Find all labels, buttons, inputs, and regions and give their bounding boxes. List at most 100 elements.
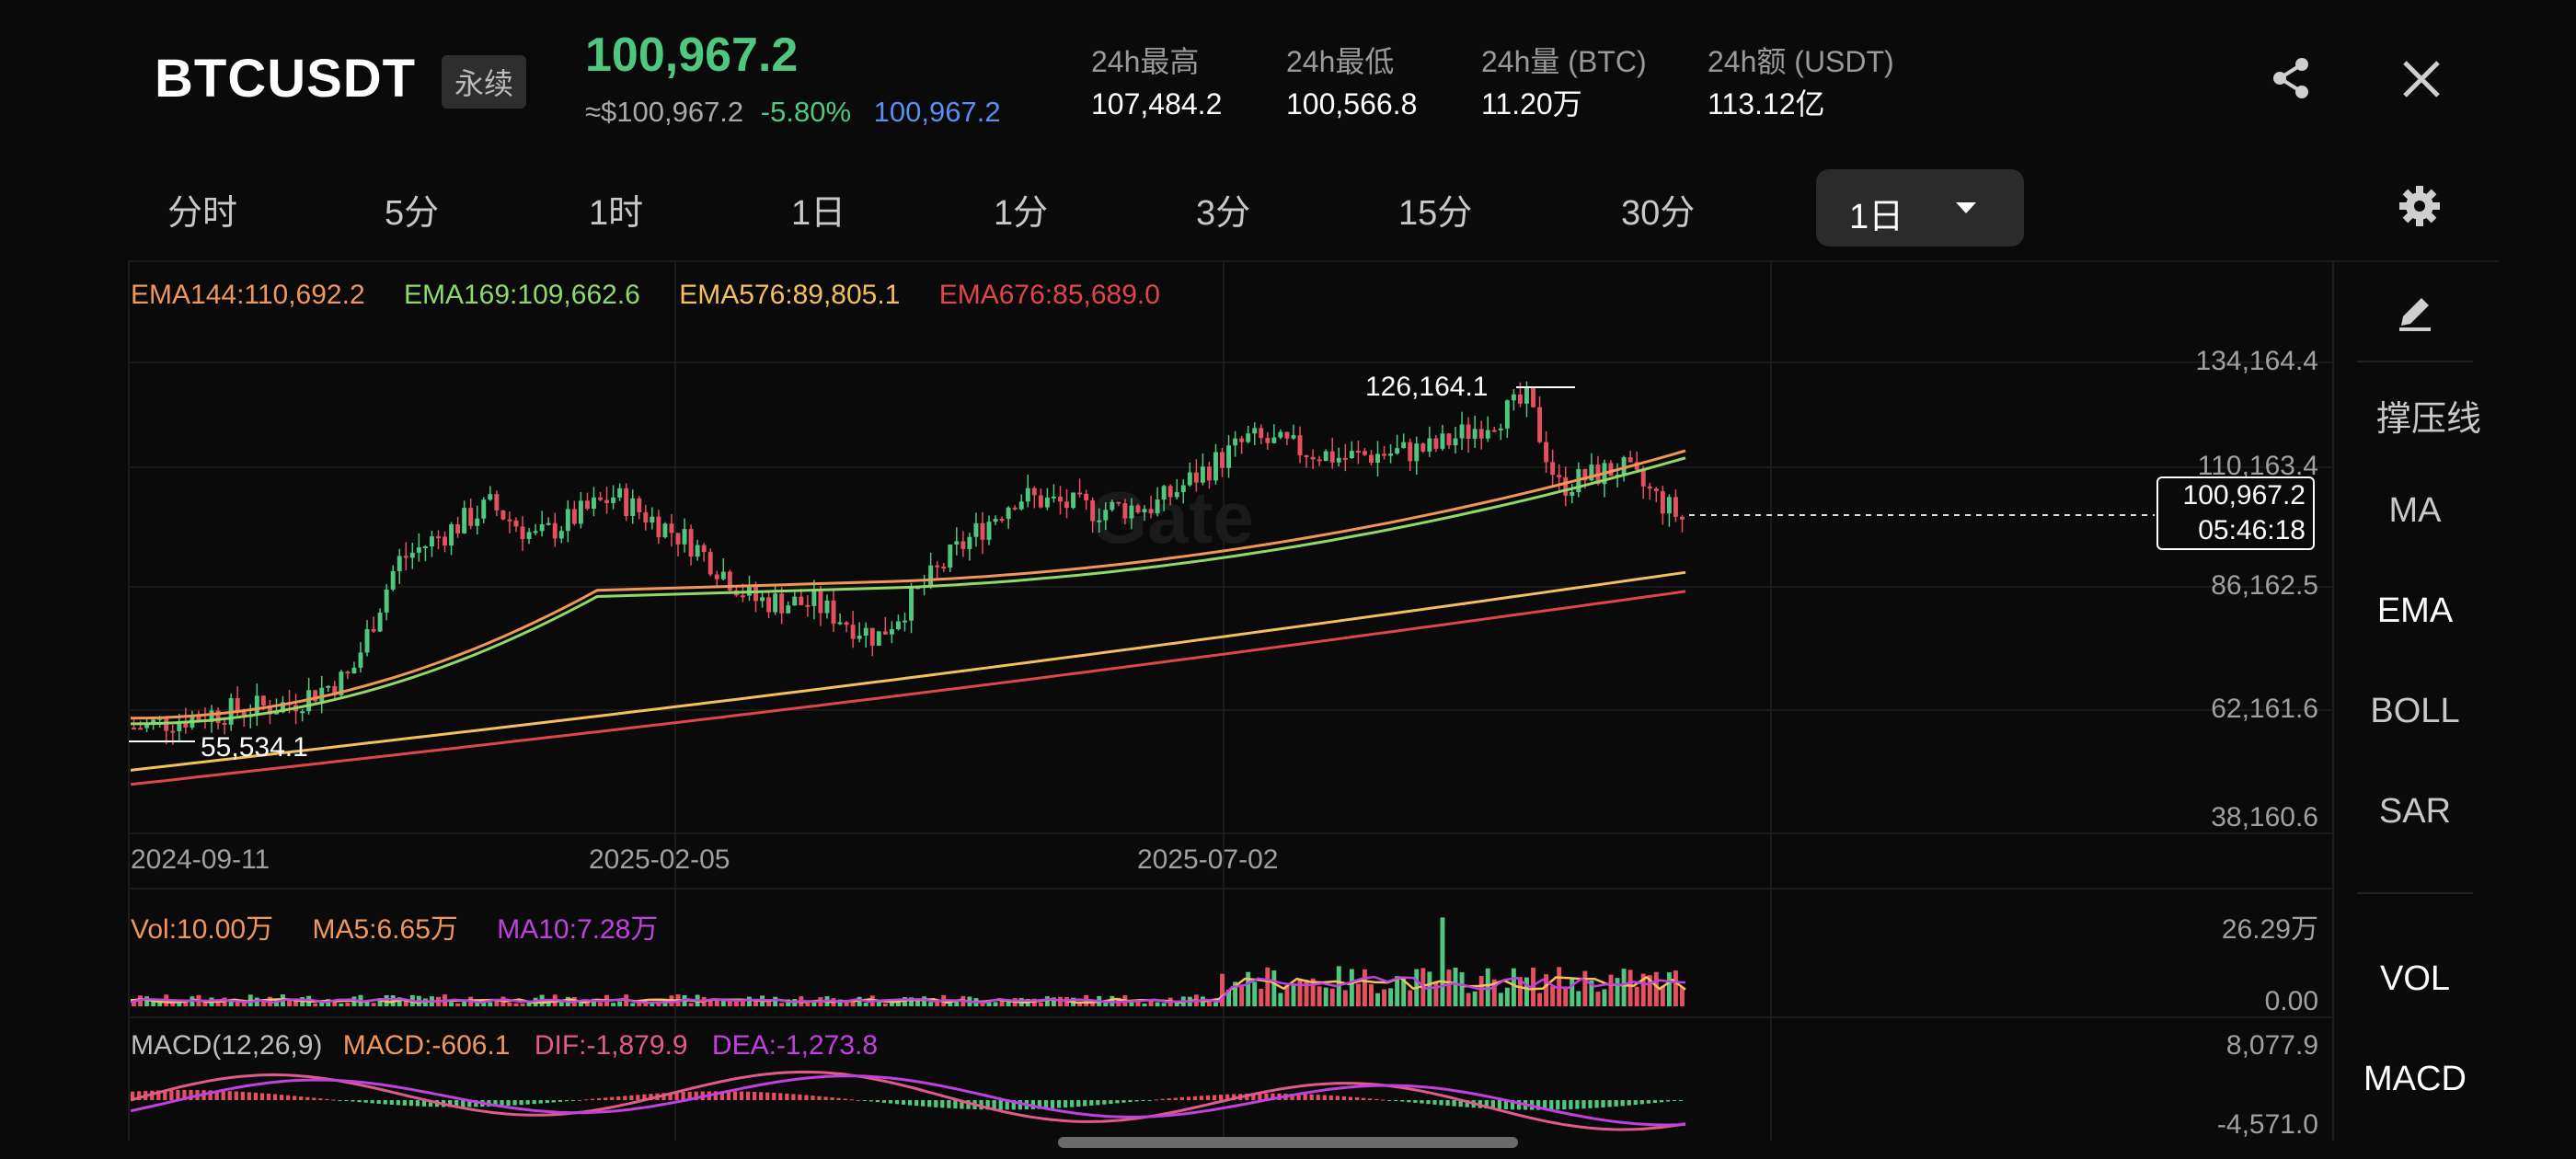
- macd-histogram-bar: [363, 1100, 368, 1103]
- macd-histogram-bar: [415, 1100, 420, 1107]
- volume-bar: [1602, 989, 1607, 1006]
- macd-histogram-bar: [681, 1092, 685, 1100]
- tab-1d[interactable]: 1日: [791, 194, 846, 233]
- tab-1h[interactable]: 1时: [589, 194, 644, 233]
- macd-histogram-bar: [182, 1089, 187, 1100]
- macd-histogram-bar: [1678, 1100, 1684, 1101]
- tab-3m[interactable]: 3分: [1196, 194, 1251, 233]
- macd-histogram-bar: [325, 1098, 329, 1100]
- candle-body: [1310, 456, 1316, 460]
- y-tick: 110,163.4: [2197, 451, 2318, 481]
- tab-timeline[interactable]: 分时: [167, 194, 238, 233]
- candle-body: [326, 685, 331, 688]
- share-icon[interactable]: [2269, 55, 2315, 101]
- tab-15m[interactable]: 15分: [1398, 194, 1473, 233]
- interval-dropdown[interactable]: 1日: [1816, 169, 2024, 247]
- chart-scrollbar[interactable]: [1058, 1137, 1518, 1148]
- indicator-sar[interactable]: SAR: [2378, 792, 2452, 831]
- candle-body: [1259, 428, 1264, 439]
- candle-body: [403, 556, 408, 558]
- macd-histogram-bar: [1581, 1100, 1586, 1109]
- macd-histogram-bar: [266, 1093, 271, 1100]
- volume-bar: [1252, 981, 1258, 1006]
- stat-24h-volume: 24h量 (BTC) 11.20万: [1481, 40, 1647, 125]
- stat-24h-high: 24h最高 107,484.2: [1091, 40, 1222, 125]
- indicator-ma[interactable]: MA: [2388, 491, 2442, 530]
- candle-body: [1077, 492, 1083, 495]
- candle-body: [332, 685, 338, 695]
- volume-bar: [1031, 998, 1037, 1006]
- close-icon[interactable]: [2401, 59, 2442, 99]
- macd-histogram-bar: [272, 1094, 278, 1100]
- indicator-vol[interactable]: VOL: [2379, 959, 2451, 998]
- macd-histogram-bar: [616, 1096, 621, 1100]
- indicator-macd[interactable]: MACD: [2363, 1060, 2467, 1098]
- x-tick: 2025-02-05: [589, 844, 730, 875]
- volume-bar: [1044, 996, 1050, 1006]
- macd-histogram-bar: [687, 1091, 692, 1100]
- macd-histogram-bar: [1096, 1100, 1100, 1106]
- volume-bar: [1220, 973, 1225, 1006]
- volume-bar: [397, 997, 402, 1006]
- tab-1m[interactable]: 1分: [994, 194, 1049, 233]
- macd-histogram-bar: [259, 1093, 265, 1100]
- macd-histogram-bar: [131, 1091, 135, 1100]
- candle-body: [449, 524, 454, 546]
- macd-histogram-bar: [753, 1091, 757, 1100]
- macd-histogram-bar: [1614, 1100, 1618, 1107]
- candle-body: [1355, 451, 1361, 453]
- candle-body: [443, 536, 447, 546]
- macd-histogram-bar: [1147, 1100, 1152, 1101]
- volume-bar: [1142, 1003, 1147, 1006]
- candle-body: [429, 536, 434, 546]
- macd-histogram-bar: [921, 1100, 926, 1107]
- candle-body: [552, 522, 558, 539]
- macd-histogram-bar: [551, 1100, 556, 1103]
- volume-bar: [1485, 968, 1490, 1006]
- candle-body: [507, 519, 512, 522]
- macd-histogram-bar: [745, 1091, 751, 1100]
- volume-bar: [733, 999, 739, 1006]
- candle-body: [1531, 387, 1535, 407]
- macd-histogram-bar: [772, 1092, 776, 1100]
- volume-bar: [753, 1001, 758, 1006]
- candle-body: [1511, 394, 1516, 401]
- candle-body: [1213, 452, 1218, 481]
- candle-body: [1634, 462, 1639, 470]
- macd-histogram-bar: [765, 1092, 770, 1100]
- candle-body: [1544, 442, 1549, 463]
- indicator-boll[interactable]: BOLL: [2370, 692, 2460, 730]
- stat-24h-low: 24h最低 100,566.8: [1286, 40, 1417, 125]
- gear-icon[interactable]: [2398, 184, 2442, 228]
- volume-bar: [1666, 972, 1672, 1006]
- macd-histogram-bar: [299, 1096, 304, 1100]
- volume-bar: [558, 1002, 564, 1006]
- tab-5m[interactable]: 5分: [385, 194, 440, 233]
- indicator-support-resistance[interactable]: 撑压线: [2375, 400, 2481, 439]
- volume-bar: [740, 998, 745, 1006]
- symbol-title[interactable]: BTCUSDT: [155, 49, 417, 109]
- candle-body: [196, 715, 201, 720]
- volume-bar: [202, 1001, 208, 1006]
- candle-body: [1206, 466, 1212, 481]
- change-percent: -5.80%: [760, 96, 852, 128]
- macd-histogram-bar: [169, 1090, 174, 1100]
- candle-body: [533, 531, 538, 534]
- macd-histogram-bar: [1056, 1100, 1062, 1108]
- macd-histogram-bar: [1296, 1094, 1301, 1100]
- candle-body: [468, 508, 474, 526]
- candles-layer: [132, 381, 1685, 745]
- pencil-icon[interactable]: [2392, 287, 2438, 333]
- tab-30m[interactable]: 30分: [1621, 194, 1696, 233]
- stat-value: 11.20万: [1481, 87, 1582, 120]
- candle-body: [1395, 448, 1400, 454]
- candle-body: [300, 711, 305, 714]
- stat-24h-turnover: 24h额 (USDT) 113.12亿: [1708, 40, 1894, 125]
- macd-histogram-bar: [1420, 1100, 1424, 1104]
- volume-bar: [449, 1002, 454, 1006]
- candle-body: [260, 695, 266, 706]
- candle-body: [1647, 486, 1652, 489]
- indicator-ema[interactable]: EMA: [2376, 591, 2454, 630]
- candle-body: [1161, 486, 1167, 500]
